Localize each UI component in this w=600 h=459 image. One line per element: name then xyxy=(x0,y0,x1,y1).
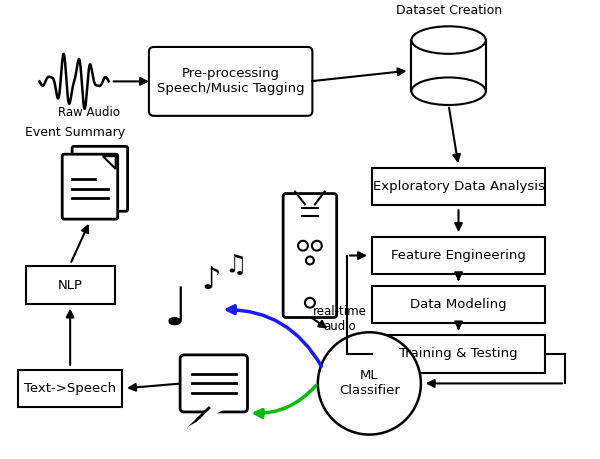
Circle shape xyxy=(305,298,315,308)
Bar xyxy=(372,335,545,373)
FancyBboxPatch shape xyxy=(180,355,247,412)
Ellipse shape xyxy=(412,78,486,105)
Text: Pre-processing
Speech/Music Tagging: Pre-processing Speech/Music Tagging xyxy=(157,67,304,95)
Text: ♫: ♫ xyxy=(224,253,247,277)
Circle shape xyxy=(312,241,322,251)
Text: Event Summary: Event Summary xyxy=(25,126,125,139)
Text: ML
Classifier: ML Classifier xyxy=(339,369,400,397)
Bar xyxy=(412,40,486,91)
Text: real-time
audio: real-time audio xyxy=(313,306,367,334)
Text: Training & Testing: Training & Testing xyxy=(399,347,518,360)
FancyBboxPatch shape xyxy=(62,154,118,219)
Bar xyxy=(26,266,115,304)
Text: Data Modeling: Data Modeling xyxy=(410,298,507,311)
Text: ♩: ♩ xyxy=(164,284,188,336)
Bar xyxy=(372,168,545,205)
Text: NLP: NLP xyxy=(58,279,83,291)
Bar xyxy=(412,40,485,91)
FancyBboxPatch shape xyxy=(283,194,337,318)
Bar xyxy=(372,286,545,324)
Text: Dataset Creation: Dataset Creation xyxy=(395,4,502,17)
Circle shape xyxy=(306,257,314,264)
Text: Feature Engineering: Feature Engineering xyxy=(391,249,526,262)
Polygon shape xyxy=(189,408,224,428)
Polygon shape xyxy=(103,156,116,169)
Text: Text->Speech: Text->Speech xyxy=(24,382,116,395)
Circle shape xyxy=(318,332,421,435)
FancyBboxPatch shape xyxy=(72,146,128,211)
Text: Exploratory Data Analysis: Exploratory Data Analysis xyxy=(373,180,544,193)
Text: Raw Audio: Raw Audio xyxy=(58,106,120,119)
Text: ♪: ♪ xyxy=(201,266,221,295)
Circle shape xyxy=(298,241,308,251)
Bar xyxy=(372,237,545,274)
Ellipse shape xyxy=(412,26,486,54)
Bar xyxy=(18,369,122,407)
FancyBboxPatch shape xyxy=(149,47,313,116)
